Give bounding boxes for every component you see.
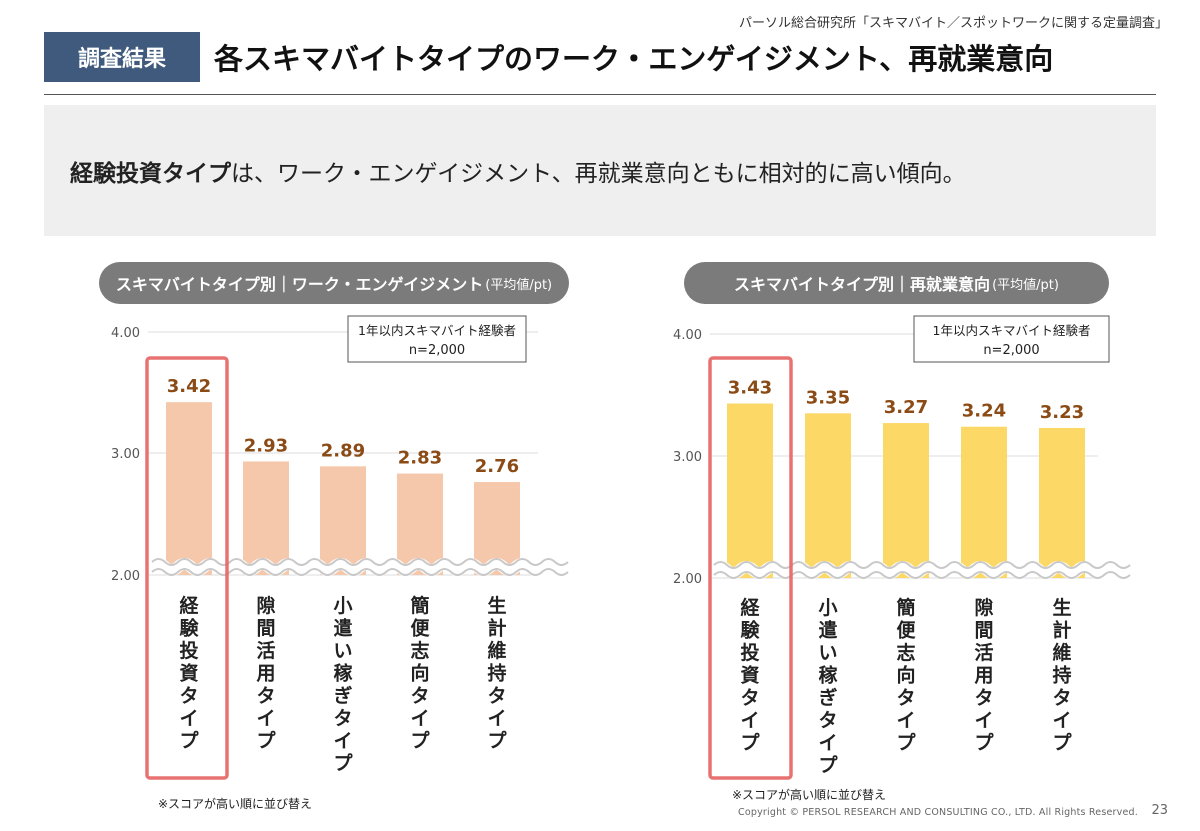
right-ytick-label: 4.00 — [673, 328, 702, 343]
right-value-label: 3.24 — [962, 401, 1006, 422]
right-category-label: 簡便志向タイプ — [896, 596, 916, 754]
left-category-label: 簡便志向タイプ — [410, 594, 430, 752]
summary-box: 経験投資タイプは、ワーク・エンゲイジメント、再就業意向ともに相対的に高い傾向。 — [44, 105, 1156, 236]
left-chart-title-pill: スキマバイトタイプ別｜ワーク・エンゲイジメント (平均値/pt) — [99, 262, 569, 304]
summary-rest: は、ワーク・エンゲイジメント、再就業意向ともに相対的に高い傾向。 — [231, 160, 966, 187]
summary-text: 経験投資タイプは、ワーク・エンゲイジメント、再就業意向ともに相対的に高い傾向。 — [70, 154, 966, 188]
left-value-label: 2.93 — [244, 435, 288, 456]
right-value-label: 3.43 — [728, 378, 772, 399]
right-sample-note-line1: 1年以内スキマバイト経験者 — [933, 323, 1091, 338]
left-chart-unit: (平均値/pt) — [485, 277, 553, 293]
right-ytick-label: 3.00 — [673, 450, 702, 465]
right-category-label: 生計維持タイプ — [1052, 596, 1072, 754]
right-value-label: 3.23 — [1040, 402, 1084, 423]
right-value-label: 3.27 — [884, 397, 928, 418]
left-sample-note-line1: 1年以内スキマバイト経験者 — [358, 323, 516, 338]
left-bar — [320, 466, 366, 575]
left-category-label: 生計維持タイプ — [487, 594, 507, 752]
left-category-label: 経験投資タイプ — [179, 594, 199, 752]
left-bar — [166, 402, 212, 575]
right-category-label: 小遣い稼ぎタイプ — [818, 597, 838, 777]
left-highlight-box — [145, 356, 229, 780]
right-bar — [1039, 427, 1085, 578]
left-ytick-label: 3.00 — [111, 447, 140, 462]
right-axis-break-gap — [709, 561, 1135, 579]
left-value-label: 2.83 — [398, 448, 442, 469]
source-citation: パーソル総合研究所「スキマバイト／スポットワークに関する定量調査」 — [738, 16, 1168, 31]
left-axis-break-line — [151, 568, 569, 576]
page-number: 23 — [1151, 803, 1168, 818]
right-ytick-label: 2.00 — [673, 572, 702, 587]
right-sample-note-box — [913, 315, 1110, 363]
right-bar — [805, 413, 851, 578]
right-bar — [961, 426, 1007, 578]
right-chart-title: スキマバイトタイプ別｜再就業意向 — [734, 275, 991, 294]
left-value-label: 2.89 — [321, 440, 365, 461]
right-highlight-box — [708, 356, 793, 780]
copyright: Copyright © PERSOL RESEARCH AND CONSULTI… — [738, 807, 1138, 818]
page-title: 各スキマバイトタイプのワーク・エンゲイジメント、再就業意向 — [214, 42, 1054, 76]
right-sample-note-line2: n=2,000 — [983, 343, 1039, 358]
right-chart-title-pill: スキマバイトタイプ別｜再就業意向 (平均値/pt) — [684, 262, 1109, 304]
right-category-label: 経験投資タイプ — [740, 596, 760, 754]
left-value-label: 2.76 — [475, 456, 519, 477]
summary-highlight: 経験投資タイプ — [70, 160, 231, 187]
left-category-label: 隙間活用タイプ — [256, 594, 276, 752]
left-axis-break-gap — [147, 558, 573, 576]
left-bar — [243, 461, 289, 575]
left-axis-break-line — [151, 558, 569, 566]
left-ytick-label: 2.00 — [111, 569, 140, 584]
title-divider — [44, 94, 1156, 95]
right-axis-break-line — [713, 571, 1131, 579]
right-bar — [727, 403, 773, 578]
right-category-label: 隙間活用タイプ — [974, 596, 994, 754]
left-sample-note-line2: n=2,000 — [409, 343, 465, 358]
right-bar — [883, 423, 929, 578]
right-axis-break-line — [713, 561, 1131, 569]
right-value-label: 3.35 — [806, 387, 850, 408]
right-chart-unit: (平均値/pt) — [992, 277, 1059, 293]
right-footnote: ※スコアが高い順に並び替え — [732, 788, 887, 802]
left-category-label: 小遣い稼ぎタイプ — [333, 595, 353, 775]
left-sample-note-box — [347, 315, 527, 363]
section-tag: 調査結果 — [44, 32, 200, 82]
left-ytick-label: 4.00 — [111, 326, 140, 341]
left-value-label: 3.42 — [167, 376, 211, 397]
left-footnote: ※スコアが高い順に並び替え — [158, 797, 313, 811]
left-chart-title: スキマバイトタイプ別｜ワーク・エンゲイジメント — [115, 275, 484, 294]
